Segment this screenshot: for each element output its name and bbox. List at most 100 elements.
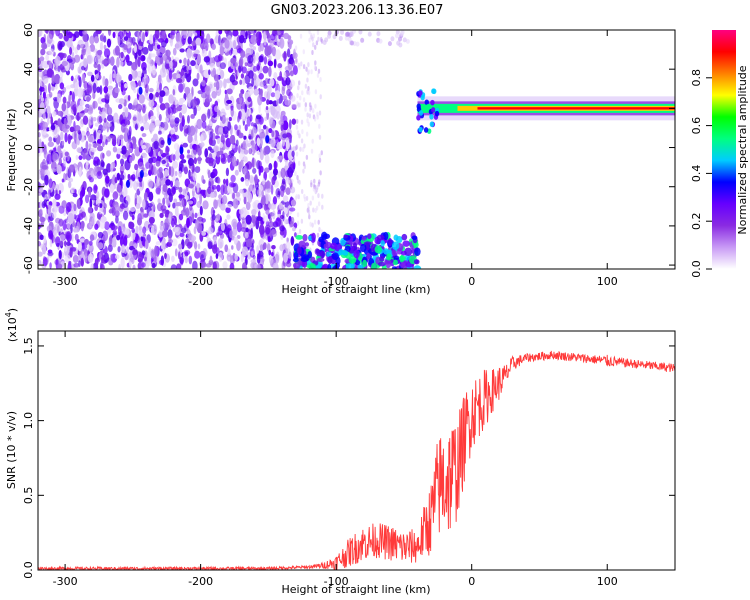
spectrogram-cell xyxy=(235,191,241,198)
spectrogram-cell xyxy=(268,204,273,209)
spectrogram-cell xyxy=(61,178,65,183)
spectrogram-cell xyxy=(185,195,189,201)
spectrogram-cell xyxy=(117,36,121,46)
spectrogram-cell xyxy=(96,171,103,180)
spectrogram-cell xyxy=(167,187,172,196)
spectrogram-cell xyxy=(123,245,128,254)
spectrogram-cell xyxy=(109,235,113,246)
spectrogram-cell xyxy=(248,184,254,193)
snr-panel: -300 -200 -100 0 100 0.0 0.5 1.0 1.5 Height of … xyxy=(4,308,676,596)
spectrogram-cell xyxy=(260,42,264,52)
spectrogram-cell xyxy=(424,99,429,106)
spectrogram-cell xyxy=(242,168,246,174)
spectrogram-cell xyxy=(264,116,268,122)
spectrogram-cell xyxy=(38,181,41,190)
spectrogram-cell xyxy=(51,168,57,173)
spectrogram-cell xyxy=(47,141,55,147)
spectrogram-cell xyxy=(134,70,138,78)
spectrogram-cell xyxy=(106,38,112,48)
spectrogram-cell xyxy=(78,112,85,118)
spectrogram-cell xyxy=(154,119,161,127)
spectrogram-cell xyxy=(77,241,82,252)
spectrogram-cell xyxy=(296,93,299,99)
spectrogram-cell xyxy=(84,238,89,246)
spectrogram-cell xyxy=(137,169,141,178)
spectrogram-cell xyxy=(84,194,90,204)
spectrogram-cell xyxy=(280,123,285,132)
spectrogram-cell xyxy=(228,181,235,188)
spectrogram-cell xyxy=(111,206,116,217)
spectrogram-cell xyxy=(319,250,325,259)
spectrogram-cell xyxy=(293,232,297,238)
spectrogram-cell xyxy=(376,31,381,37)
spectrogram-cell xyxy=(275,187,281,198)
spectrogram-cell xyxy=(49,262,52,269)
spectrogram-cell xyxy=(300,257,309,262)
spectrogram-cell xyxy=(298,80,301,86)
spectrogram-cell xyxy=(203,43,210,49)
spectrogram-cell xyxy=(102,141,105,148)
spectrogram-cell xyxy=(117,134,120,146)
spectrogram-cell xyxy=(304,106,307,112)
spectrogram-cell xyxy=(66,113,71,122)
spectrogram-cell xyxy=(202,179,206,184)
spectrogram-cell xyxy=(317,36,320,42)
spectrogram-cell xyxy=(224,244,229,253)
spectrogram-cell xyxy=(87,253,94,264)
spectrogram-cell xyxy=(122,210,129,221)
spectrogram-cell xyxy=(129,245,136,251)
spectrogram-cell xyxy=(191,99,198,108)
spectrogram-cell xyxy=(114,176,118,184)
spectrogram-cell xyxy=(316,257,325,263)
spectrogram-cell xyxy=(76,198,81,209)
spectrogram-cell xyxy=(38,188,44,193)
spectrogram-cell xyxy=(119,158,125,166)
spectrogram-cell xyxy=(145,31,148,37)
spectrogram-cell xyxy=(153,140,159,150)
spectrogram-cell xyxy=(139,186,143,192)
spectrogram-cell xyxy=(103,48,111,58)
spectrogram-cell xyxy=(136,217,143,226)
spectrogram-cell xyxy=(384,260,392,265)
spectrogram-cell xyxy=(99,41,104,51)
spectrogram-cell xyxy=(209,192,216,198)
spectrogram-cell xyxy=(174,226,181,236)
spectrogram-cell xyxy=(138,225,142,231)
spectrogram-cell xyxy=(293,251,299,260)
spectrogram-cell xyxy=(67,133,71,145)
spectrogram-cell xyxy=(95,30,102,35)
spectrogram-cell xyxy=(186,48,192,59)
spectrogram-cell xyxy=(184,188,189,195)
spectrogram-cell xyxy=(88,115,94,126)
spectrogram-cell xyxy=(186,229,191,237)
spectrogram-cell xyxy=(65,231,71,236)
spectrogram-cell xyxy=(241,217,245,224)
spectrogram-cell xyxy=(183,57,187,66)
spectrogram-cell xyxy=(73,203,77,212)
colorbar-ticks: 0.0 0.2 0.4 0.6 0.8 xyxy=(690,69,712,278)
spectrogram-cell xyxy=(118,98,125,105)
spectrogram-cell xyxy=(266,45,272,56)
spectrogram-cell xyxy=(39,56,45,62)
spectrogram-cell xyxy=(179,59,182,64)
spectrogram-cell xyxy=(64,246,68,252)
spectrogram-cell xyxy=(199,193,203,205)
spectrogram-cell xyxy=(170,30,176,36)
spectrogram-cell xyxy=(94,257,99,267)
spectrogram-cell xyxy=(114,254,120,260)
spectrogram-cell xyxy=(200,142,205,148)
spectrogram-cell xyxy=(129,207,136,212)
colorbar-tick-label: 0.4 xyxy=(690,165,703,183)
spectrogram-cell xyxy=(94,122,99,127)
spectrogram-cell xyxy=(379,255,385,262)
spectrogram-cell xyxy=(285,179,291,184)
spectrogram-cell xyxy=(238,124,242,130)
spectrogram-cell xyxy=(240,252,244,263)
spectrogram-cell xyxy=(284,99,290,106)
spectrogram-cell xyxy=(197,147,202,156)
spectrogram-cell xyxy=(62,219,67,231)
spectrogram-cell xyxy=(244,178,250,187)
spectrogram-cell xyxy=(386,253,392,262)
spectrogram-cell xyxy=(64,254,71,263)
spectrogram-cell xyxy=(268,66,272,78)
